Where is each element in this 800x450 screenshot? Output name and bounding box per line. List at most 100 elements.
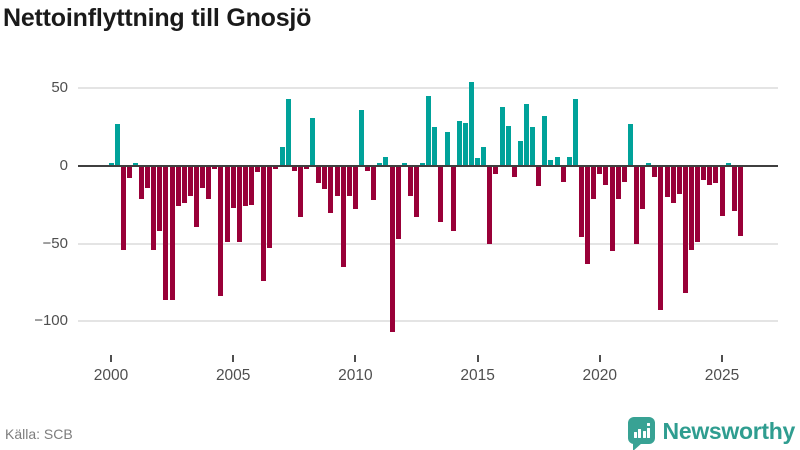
bar-2015Q3	[487, 166, 493, 244]
bar-2008Q3	[316, 166, 322, 184]
gridline--100	[78, 320, 778, 323]
x-axis-label-2025: 2025	[704, 367, 740, 384]
bar-2016Q4	[517, 141, 523, 166]
bar-2017Q3	[536, 166, 542, 187]
bar-2018Q1	[548, 159, 554, 166]
bar-2025Q3	[731, 166, 737, 212]
bar-2019Q2	[578, 166, 584, 238]
bar-2000Q4	[126, 166, 132, 179]
bar-2020Q3	[609, 166, 615, 252]
bar-2024Q1	[695, 166, 701, 243]
bar-2013Q1	[426, 96, 432, 166]
logo-chart-bar	[638, 428, 642, 438]
y-axis-label: −100	[34, 312, 68, 330]
bar-2025Q2	[725, 162, 731, 166]
bar-2015Q2	[481, 147, 487, 166]
logo-exclamation-dot	[647, 422, 651, 426]
x-axis-tick-2025	[721, 355, 723, 362]
bar-2000Q2	[114, 124, 120, 166]
bar-2003Q2	[187, 166, 193, 196]
bar-2018Q3	[560, 166, 566, 182]
bar-2006Q2	[261, 166, 267, 281]
bar-2023Q4	[688, 166, 694, 250]
bar-2020Q2	[603, 166, 609, 185]
bar-2018Q4	[566, 156, 572, 166]
newsworthy-badge-icon	[627, 416, 655, 450]
bar-2005Q4	[249, 166, 255, 205]
bar-2022Q2	[652, 166, 658, 177]
bar-2023Q3	[682, 166, 688, 294]
bar-2009Q4	[346, 166, 352, 196]
bar-2001Q1	[132, 162, 138, 166]
bar-2005Q2	[236, 166, 242, 243]
bar-2013Q2	[432, 127, 438, 166]
bar-2000Q1	[108, 162, 114, 166]
bar-2015Q1	[475, 158, 481, 166]
gridline--50	[78, 242, 778, 245]
bar-2012Q3	[414, 166, 419, 218]
bar-2012Q1	[401, 162, 407, 166]
bar-2000Q3	[120, 166, 126, 250]
bar-2023Q2	[676, 166, 682, 194]
bar-2004Q4	[224, 166, 230, 243]
bar-2024Q2	[701, 166, 707, 180]
newsworthy-wordmark: Newsworthy	[662, 417, 796, 444]
bar-2014Q1	[450, 166, 456, 232]
bar-2002Q1	[157, 166, 163, 232]
bar-2013Q4	[444, 131, 450, 166]
bar-2005Q1	[230, 166, 236, 208]
bar-2016Q2	[505, 125, 511, 166]
newsworthy-logo[interactable]: Newsworthy	[627, 414, 796, 450]
x-axis-tick-2015	[476, 355, 479, 362]
bar-2004Q3	[218, 166, 224, 297]
x-axis-label-2010: 2010	[338, 367, 373, 384]
logo-chart-bar	[633, 431, 637, 438]
bar-2008Q2	[310, 117, 316, 166]
bar-2011Q2	[383, 156, 389, 166]
bar-2006Q3	[267, 166, 273, 249]
bar-2015Q4	[493, 166, 499, 174]
bar-2019Q1	[572, 99, 578, 166]
x-axis-tick-2000	[110, 355, 112, 362]
source-note: Källa: SCB	[5, 426, 73, 442]
bar-2012Q4	[420, 162, 426, 166]
bar-2001Q4	[151, 166, 157, 250]
bar-2025Q4	[737, 166, 743, 236]
bar-2008Q4	[322, 166, 328, 190]
bar-2020Q1	[597, 166, 603, 174]
bar-2007Q1	[279, 147, 285, 166]
bar-2014Q3	[462, 122, 468, 166]
bar-2014Q2	[456, 120, 462, 166]
y-axis-label: 0	[59, 157, 68, 174]
bar-2007Q3	[291, 166, 297, 171]
x-axis-label-2015: 2015	[460, 367, 495, 384]
bar-2019Q3	[585, 166, 591, 264]
bar-2004Q2	[212, 166, 218, 170]
bar-2011Q1	[377, 162, 383, 166]
logo-exclamation-stem	[647, 427, 651, 438]
bar-2007Q2	[285, 99, 291, 166]
y-axis-label: −50	[42, 234, 68, 252]
bar-2025Q1	[719, 166, 725, 216]
chart-title: Nettoinflyttning till Gnosjö	[3, 4, 312, 32]
x-axis-label-2000: 2000	[93, 367, 129, 384]
bar-2009Q1	[328, 166, 334, 213]
bar-2021Q3	[633, 166, 639, 244]
x-axis-label-2005: 2005	[215, 367, 251, 384]
bar-2022Q3	[658, 166, 664, 311]
bar-2022Q1	[646, 162, 652, 166]
bar-2014Q4	[468, 82, 474, 166]
bar-2003Q4	[200, 166, 206, 188]
bar-2009Q3	[340, 166, 346, 267]
bar-2010Q4	[371, 166, 377, 201]
y-axis-label: 50	[51, 79, 68, 97]
bar-2006Q4	[273, 166, 279, 170]
bar-2024Q4	[713, 166, 719, 184]
bar-2001Q3	[145, 166, 151, 188]
bar-2007Q4	[297, 166, 303, 218]
bar-2017Q2	[530, 127, 536, 166]
bar-2008Q1	[304, 166, 310, 170]
bar-2016Q1	[499, 106, 505, 166]
bar-2005Q3	[242, 166, 248, 207]
